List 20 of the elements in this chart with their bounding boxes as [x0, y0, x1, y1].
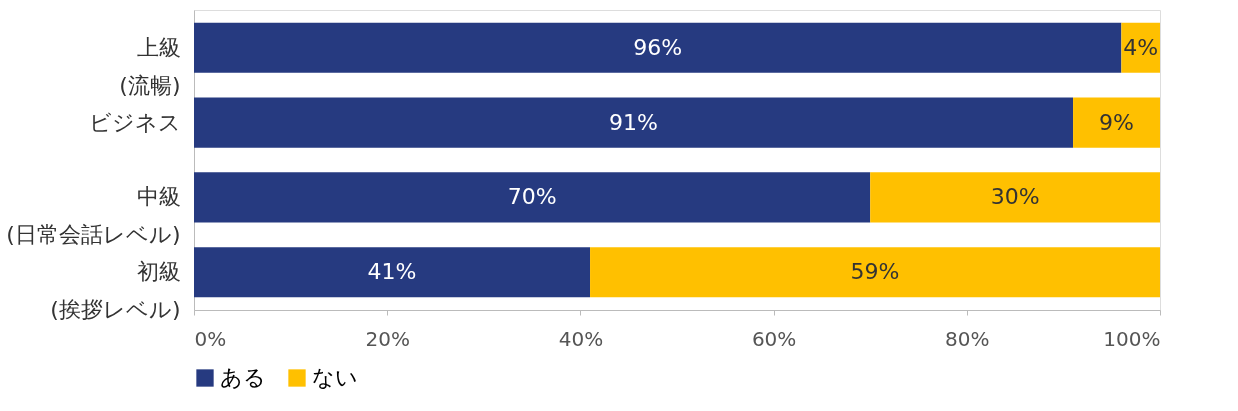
data-label: 91% — [609, 109, 658, 135]
y-tick-label: 初級 (挨拶レベル) — [50, 259, 181, 323]
data-label: 96% — [633, 34, 683, 60]
data-label: 70% — [507, 184, 557, 210]
x-tick-label: 80% — [945, 326, 990, 351]
data-label: 9% — [1099, 109, 1134, 135]
data-label: 41% — [367, 259, 417, 285]
x-tick-label: 40% — [558, 326, 604, 351]
x-tick-label: 100% — [1103, 326, 1161, 351]
y-tick-label: ビジネス — [88, 109, 181, 135]
y-tick-label: 上級 (流暢) — [119, 34, 181, 98]
legend-label: ない — [312, 365, 358, 390]
y-tick-label: 中級 (日常会話レベル) — [6, 184, 181, 248]
data-label: 30% — [990, 184, 1040, 210]
data-label: 59% — [850, 259, 900, 285]
x-tick-label: 60% — [751, 326, 797, 351]
x-tick-label: 20% — [365, 326, 410, 351]
legend-label: ある — [220, 365, 266, 390]
x-tick-label: 0% — [194, 326, 227, 351]
data-label: 4% — [1123, 34, 1159, 60]
